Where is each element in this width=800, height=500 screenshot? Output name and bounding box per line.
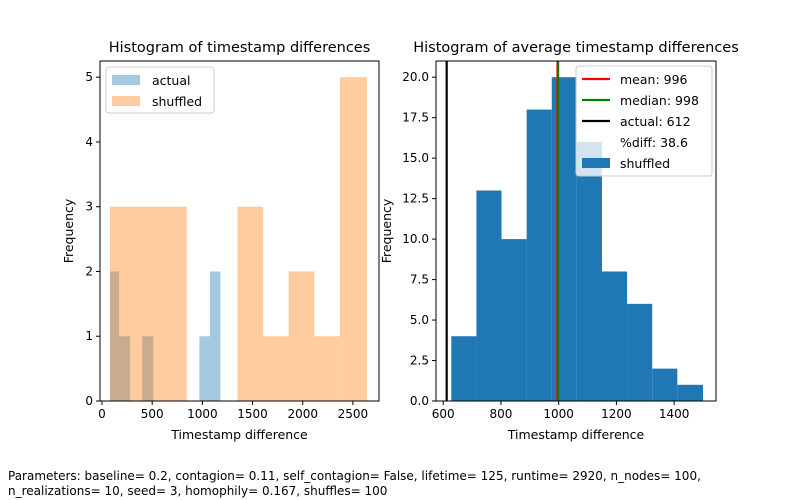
bar-shuffled-2	[501, 239, 527, 401]
axes-frame	[435, 60, 717, 402]
y-tick-label: 4	[85, 135, 93, 149]
bar-shuffled-7	[339, 77, 367, 401]
y-tick-label: 10.0	[402, 232, 429, 246]
legend-box	[575, 65, 713, 177]
bar-shuffled-4	[263, 336, 289, 401]
bar-shuffled-1	[135, 206, 162, 401]
y-tick-label: 7.5	[410, 273, 429, 287]
bar-actual-4	[209, 271, 221, 401]
y-tick-label: 5	[85, 70, 93, 84]
parameters-caption: Parameters: baseline= 0.2, contagion= 0.…	[8, 469, 701, 498]
chart-title: Histogram of timestamp differences	[109, 40, 371, 56]
bar-shuffled-5	[288, 271, 315, 401]
legend-label-actual: actual	[152, 73, 191, 88]
x-tick-label: 1200	[601, 407, 632, 421]
legend-percent-diff: %diff: 38.6	[620, 135, 688, 150]
x-axis-label: Timestamp difference	[170, 427, 308, 442]
x-tick-label: 2000	[287, 407, 318, 421]
bar-shuffled-9	[677, 384, 704, 401]
y-tick-label: 2.5	[410, 354, 429, 368]
x-axis-label: Timestamp difference	[507, 427, 645, 442]
x-tick-label: 0	[98, 407, 106, 421]
bar-shuffled-6	[314, 336, 340, 401]
bar-shuffled-0	[451, 336, 477, 401]
legend-swatch-shuffled	[112, 96, 140, 106]
y-tick-label: 0	[85, 394, 93, 408]
y-tick-label: 1	[85, 329, 93, 343]
x-tick-label: 800	[489, 407, 512, 421]
legend-label-median: median: 998	[620, 93, 699, 108]
bar-shuffled-0	[110, 206, 136, 401]
x-tick-label: 1000	[543, 407, 574, 421]
bar-shuffled-2	[161, 206, 187, 401]
bar-shuffled-7	[627, 303, 653, 401]
bar-shuffled-8	[652, 368, 678, 401]
legend-swatch-actual	[112, 75, 140, 85]
bar-shuffled-4	[551, 77, 577, 401]
y-tick-label: 5.0	[410, 313, 429, 327]
bar-actual-1	[119, 336, 131, 401]
bar-shuffled-6	[601, 271, 628, 401]
y-axis-label: Frequency	[61, 198, 76, 263]
x-tick-label: 1500	[237, 407, 268, 421]
bar-shuffled-3	[526, 109, 552, 402]
legend-label-mean: mean: 996	[620, 72, 688, 87]
legend-box	[105, 66, 215, 114]
x-tick-label: 600	[432, 407, 455, 421]
x-tick-label: 1400	[659, 407, 690, 421]
right-histogram: 600 800 1000 1200 1400 0.0 2.5 5.0 7.5 10.0 12.5 15…	[379, 40, 739, 442]
legend-label-shuffled: shuffled	[152, 94, 202, 109]
axes-frame	[99, 60, 380, 402]
bar-actual-2	[142, 336, 154, 401]
y-tick-label: 12.5	[402, 192, 429, 206]
y-tick-label: 15.0	[402, 151, 429, 165]
y-tick-label: 17.5	[402, 111, 429, 125]
legend-label-actual: actual: 612	[620, 114, 691, 129]
x-tick-label: 2500	[338, 407, 369, 421]
bar-actual-0	[110, 271, 120, 401]
y-tick-label: 3	[85, 200, 93, 214]
bar-shuffled-5	[576, 141, 602, 401]
y-tick-label: 2	[85, 264, 93, 278]
x-tick-label: 1000	[187, 407, 218, 421]
y-tick-label: 0.0	[410, 394, 429, 408]
bar-actual-3	[199, 336, 210, 401]
bar-shuffled-3	[237, 206, 264, 401]
y-tick-label: 20.0	[402, 70, 429, 84]
chart-title: Histogram of average timestamp differenc…	[413, 40, 739, 56]
x-tick-label: 500	[141, 407, 164, 421]
y-axis-label: Frequency	[379, 198, 394, 263]
legend-label-shuffled: shuffled	[620, 156, 670, 171]
left-histogram: 0 500 1000 1500 2000 2500 0 1 2 3 4 5 Histogram of t…	[61, 40, 380, 442]
legend-swatch-shuffled	[582, 158, 610, 168]
bar-shuffled-1	[476, 190, 502, 401]
